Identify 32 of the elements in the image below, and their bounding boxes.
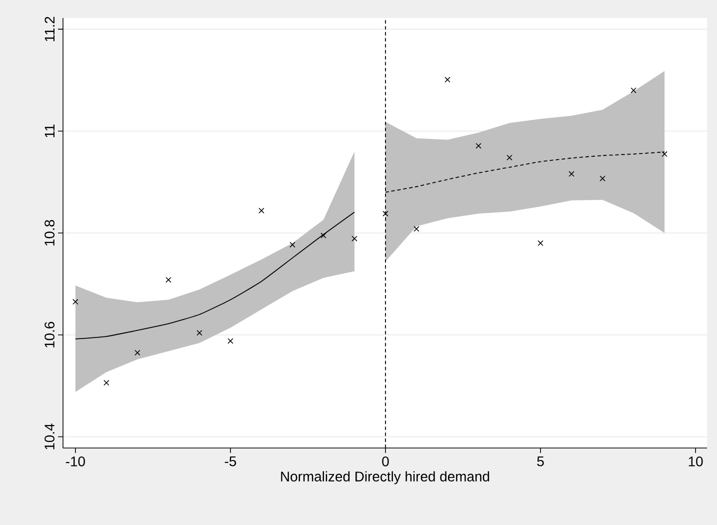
point — [538, 240, 544, 246]
point — [320, 232, 326, 238]
x-tick-label: 0 — [382, 456, 389, 466]
point — [414, 226, 420, 232]
point — [258, 208, 264, 214]
y-tick-label: 10.6 — [44, 322, 54, 348]
point — [444, 76, 450, 82]
point — [166, 276, 172, 283]
x-tick-label: -5 — [224, 456, 236, 466]
line-series — [74, 212, 355, 340]
x-tick-label: 5 — [537, 456, 544, 466]
point — [196, 330, 202, 336]
x-tick-label: 10 — [688, 456, 703, 466]
point — [506, 154, 512, 160]
y-tick-label: 11.2 — [44, 16, 54, 42]
point — [290, 242, 296, 248]
point — [630, 87, 636, 94]
x-tick-label: -10 — [66, 456, 85, 466]
point — [662, 151, 668, 157]
y-tick-label: 11 — [44, 124, 54, 138]
point — [382, 210, 388, 216]
x-axis-title: Normalized Directly hired demand — [281, 471, 490, 484]
point — [228, 338, 234, 344]
point — [72, 298, 78, 305]
point — [134, 350, 140, 356]
point — [104, 380, 110, 386]
y-tick-label: 10.8 — [44, 220, 54, 246]
point — [352, 236, 358, 242]
point — [600, 176, 606, 182]
point — [568, 171, 574, 177]
y-tick-label: 10.4 — [44, 424, 54, 450]
point — [476, 143, 482, 149]
